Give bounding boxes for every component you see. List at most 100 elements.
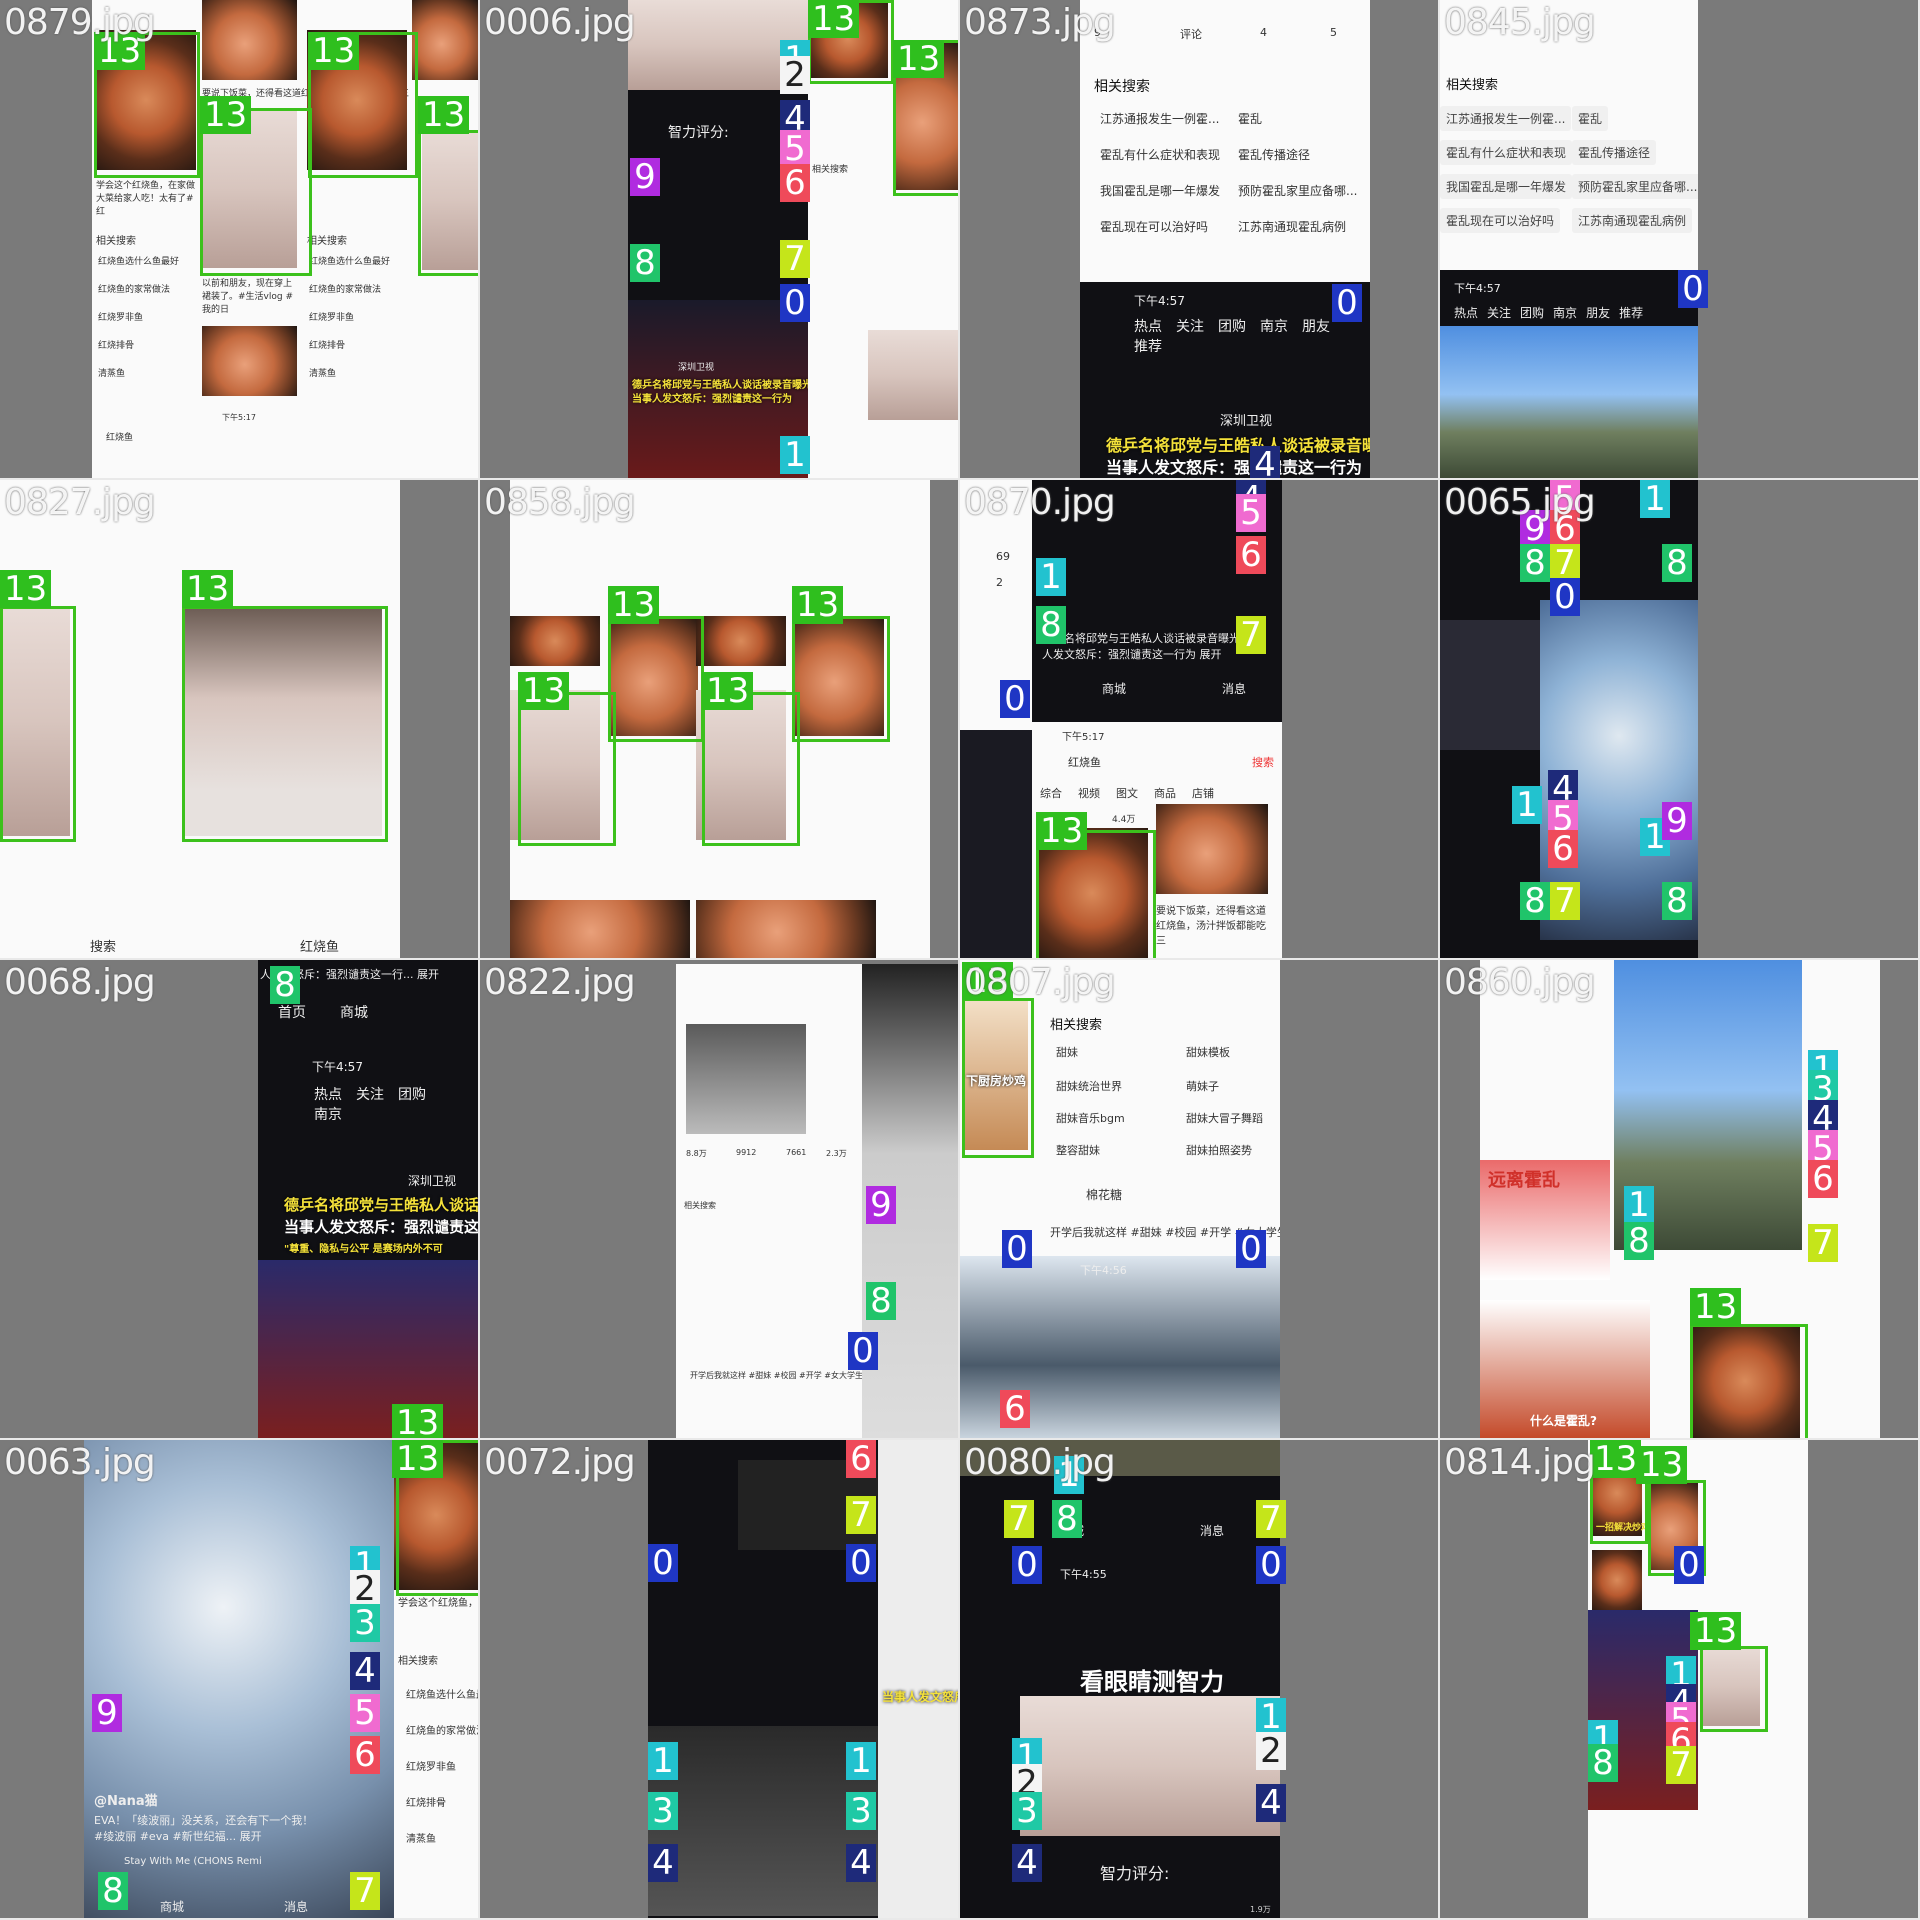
related-search-item[interactable]: 我国霍乱是哪一年爆发 xyxy=(1440,174,1573,199)
nav-tab[interactable]: 团购 xyxy=(1520,306,1545,320)
related-search-item[interactable]: 红烧鱼选什么鱼最好 xyxy=(309,257,391,267)
bottom-tab[interactable]: 商城 xyxy=(1102,682,1127,696)
top-video-strip[interactable] xyxy=(960,1440,1280,1476)
share-count[interactable]: 2.3万 xyxy=(826,1149,847,1158)
nav-tab[interactable]: 团购 xyxy=(1218,319,1246,335)
nav-tab[interactable]: 团购 xyxy=(398,1087,426,1103)
related-search-item[interactable]: 霍乱 xyxy=(1572,106,1609,131)
filter-tab[interactable]: 图文 xyxy=(1116,787,1138,800)
related-search-item[interactable]: 红烧鱼的家常做法 xyxy=(98,285,171,295)
girl-thumbnail[interactable] xyxy=(868,330,958,420)
related-search-item[interactable]: 预防霍乱家里应备哪... xyxy=(1572,174,1698,199)
search-input[interactable]: 红烧鱼 xyxy=(1068,756,1101,769)
related-search-item[interactable]: 霍乱传播途径 xyxy=(1572,140,1657,165)
nav-tab[interactable]: 热点 xyxy=(314,1087,342,1103)
cholera-thumbnail[interactable] xyxy=(1480,1300,1650,1438)
related-search-item[interactable]: 预防霍乱家里应备哪... xyxy=(1238,184,1358,198)
related-search-item[interactable]: 我国霍乱是哪一年爆发 xyxy=(1100,184,1221,198)
search-input[interactable]: 红烧鱼 xyxy=(300,940,340,955)
favorite-count[interactable]: 4 xyxy=(1260,26,1267,39)
related-search-item[interactable]: 红烧排骨 xyxy=(406,1798,446,1809)
news-video-frame[interactable] xyxy=(960,730,1032,958)
related-search-item[interactable]: 霍乱有什么症状和表现 xyxy=(1100,148,1221,162)
related-search-item[interactable]: 红烧鱼的家常做法 xyxy=(406,1726,478,1737)
related-search-item[interactable]: 红烧鱼选什么鱼最好 xyxy=(406,1690,478,1701)
related-search-item[interactable]: 甜妹大冒子舞蹈 xyxy=(1186,1112,1263,1125)
music-title[interactable]: Stay With Me (CHONS Remi xyxy=(124,1856,262,1867)
athlete-video-frame[interactable] xyxy=(258,1260,478,1438)
nav-tab[interactable]: 朋友 xyxy=(1586,306,1611,320)
related-search-item[interactable]: 萌妹子 xyxy=(1186,1080,1219,1093)
related-search-item[interactable]: 红烧排骨 xyxy=(98,341,135,351)
nav-tab[interactable]: 关注 xyxy=(1176,319,1204,335)
like-count[interactable]: 9 xyxy=(1094,26,1101,39)
share-count[interactable]: 5 xyxy=(1330,26,1337,39)
food-thumbnail[interactable] xyxy=(696,900,876,958)
nav-tab[interactable]: 关注 xyxy=(1487,306,1512,320)
comment-count[interactable]: 评论 xyxy=(1180,28,1202,41)
related-search-item[interactable]: 江苏南通现霍乱病例 xyxy=(1238,220,1347,234)
related-search-item[interactable]: 江苏南通现霍乱病例 xyxy=(1572,208,1693,233)
related-search-item[interactable]: 江苏通报发生一例霍... xyxy=(1100,112,1220,126)
food-thumbnail[interactable] xyxy=(202,326,297,396)
related-search-item[interactable]: 霍乱有什么症状和表现 xyxy=(1440,140,1573,165)
nav-tab[interactable]: 南京 xyxy=(1553,306,1578,320)
food-thumbnail[interactable] xyxy=(412,0,478,80)
nav-tab[interactable]: 热点 xyxy=(1454,306,1479,320)
nav-tab[interactable]: 南京 xyxy=(314,1107,342,1123)
comment-count[interactable]: 9912 xyxy=(736,1148,757,1157)
related-search-item[interactable]: 霍乱传播途径 xyxy=(1238,148,1311,162)
food-thumbnail[interactable] xyxy=(794,616,884,736)
user-name[interactable]: 棉花糖 xyxy=(1086,1188,1123,1202)
related-search-item[interactable]: 清蒸鱼 xyxy=(309,369,337,379)
search-button[interactable]: 搜索 xyxy=(1252,756,1274,769)
food-thumbnail[interactable] xyxy=(608,616,698,736)
room-video-frame[interactable] xyxy=(648,1726,878,1916)
related-search-item[interactable]: 霍乱现在可以治好吗 xyxy=(1100,220,1209,234)
related-search-item[interactable]: 霍乱现在可以治好吗 xyxy=(1440,208,1561,233)
related-search-item[interactable]: 红烧罗非鱼 xyxy=(98,313,144,323)
food-thumbnail[interactable] xyxy=(1156,804,1268,894)
related-search-item[interactable]: 甜妹拍照姿势 xyxy=(1186,1144,1252,1157)
girl-thumbnail[interactable] xyxy=(686,1024,806,1134)
related-search-item[interactable]: 红烧鱼选什么鱼最好 xyxy=(98,257,180,267)
nav-tab[interactable]: 朋友 xyxy=(1302,319,1330,335)
landscape-video-frame[interactable] xyxy=(1440,326,1698,478)
nav-tab[interactable]: 推荐 xyxy=(1134,339,1162,355)
related-search-item[interactable]: 红烧鱼的家常做法 xyxy=(309,285,382,295)
related-search-item[interactable]: 清蒸鱼 xyxy=(98,369,126,379)
related-search-item[interactable]: 甜妹 xyxy=(1056,1046,1078,1059)
related-search-item[interactable]: 甜妹统治世界 xyxy=(1056,1080,1122,1093)
nav-tab[interactable]: 南京 xyxy=(1260,319,1288,335)
bottom-tab[interactable]: 消息 xyxy=(284,1900,309,1914)
girl-thumbnail[interactable] xyxy=(510,690,600,840)
like-count[interactable]: 8.8万 xyxy=(686,1149,707,1158)
related-search-item[interactable]: 霍乱 xyxy=(1238,112,1263,126)
eyes-video-frame[interactable] xyxy=(628,0,808,90)
comment-count[interactable]: 2 xyxy=(996,576,1003,589)
food-thumbnail[interactable] xyxy=(1592,1550,1642,1610)
room-video-frame[interactable] xyxy=(1440,620,1540,750)
eva-video-screen[interactable]: @Nana猫 EVA！「绫波丽」没关系，还会有下一个我！#绫波丽 #eva #新… xyxy=(84,1440,394,1918)
search-button[interactable]: 搜索 xyxy=(90,940,117,955)
related-search-item[interactable]: 甜妹音乐bgm xyxy=(1056,1112,1125,1125)
girl-thumbnail[interactable] xyxy=(0,606,70,836)
nav-tab[interactable]: 热点 xyxy=(1134,319,1162,335)
food-thumbnail[interactable] xyxy=(510,900,690,958)
favorite-count[interactable]: 7661 xyxy=(786,1148,807,1157)
bottom-tab[interactable]: 消息 xyxy=(1222,682,1247,696)
share-count[interactable]: 69 xyxy=(996,550,1010,563)
bottom-tab[interactable]: 商城 xyxy=(340,1005,368,1021)
related-search-item[interactable]: 清蒸鱼 xyxy=(406,1834,436,1845)
cooking-thumbnail[interactable] xyxy=(964,1000,1028,1150)
girl-thumbnail[interactable] xyxy=(182,606,382,836)
related-search-item[interactable]: 红烧罗非鱼 xyxy=(309,313,355,323)
nav-tab[interactable]: 关注 xyxy=(356,1087,384,1103)
filter-tab[interactable]: 视频 xyxy=(1078,787,1100,800)
bottom-tab[interactable]: 消息 xyxy=(1200,1524,1225,1538)
food-thumbnail[interactable] xyxy=(1690,1324,1800,1438)
girl-thumbnail[interactable] xyxy=(1700,1646,1760,1726)
bottom-tab[interactable]: 商城 xyxy=(160,1900,185,1914)
related-search-item[interactable]: 红烧罗非鱼 xyxy=(406,1762,456,1773)
related-search-item[interactable]: 江苏通报发生一例霍... xyxy=(1440,106,1572,131)
